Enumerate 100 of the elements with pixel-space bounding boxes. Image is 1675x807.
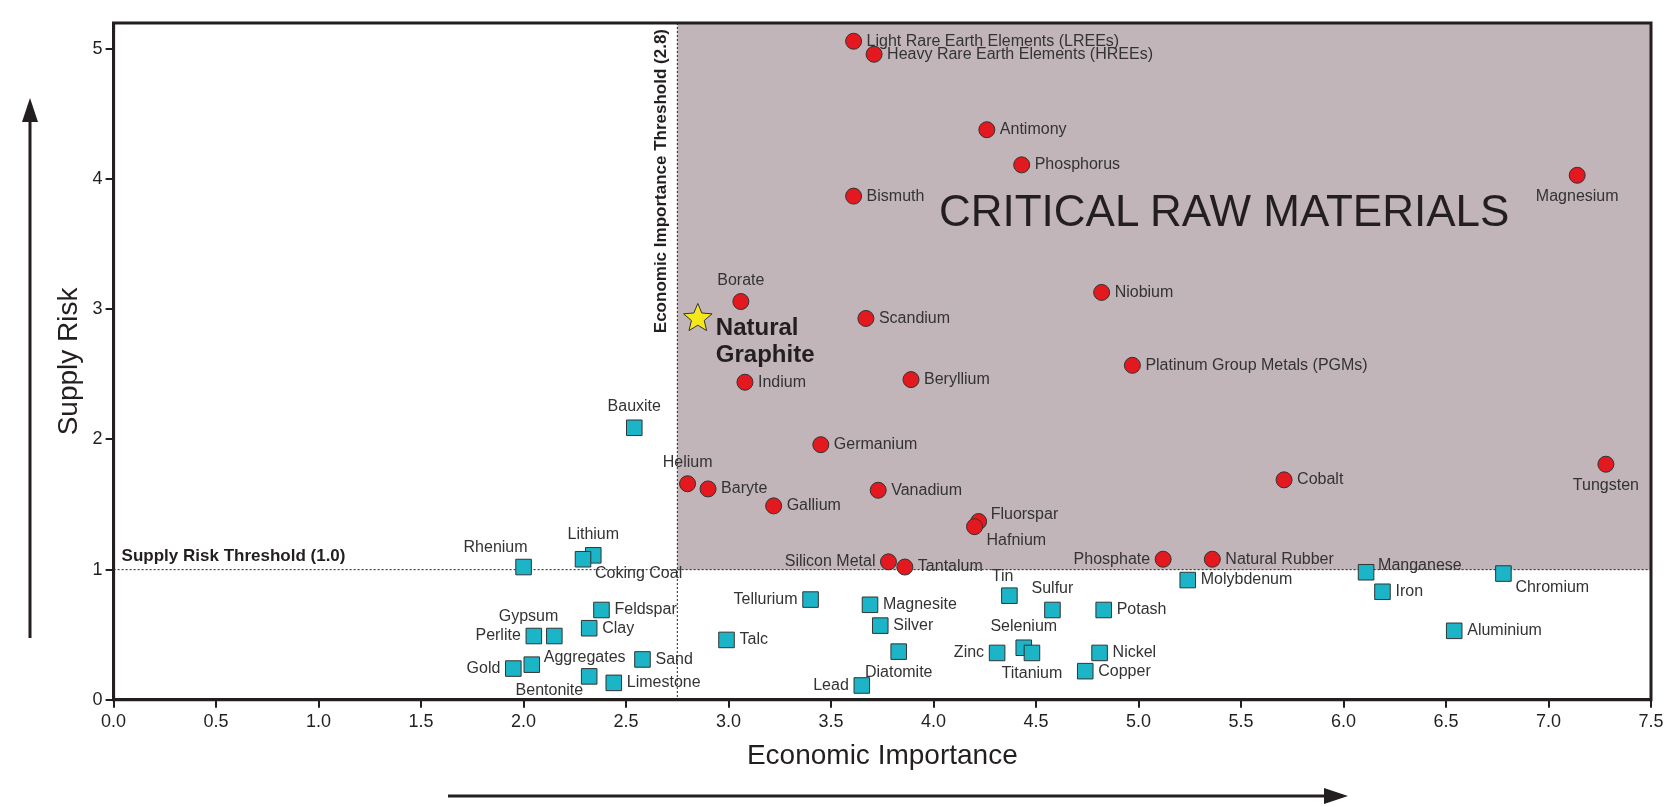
point bbox=[1597, 455, 1615, 473]
data-label: Sulfur bbox=[1031, 579, 1075, 597]
data-label: Silicon Metal bbox=[784, 552, 876, 570]
point bbox=[765, 497, 783, 515]
data-label: Helium bbox=[662, 453, 713, 471]
data-label: Lithium bbox=[567, 524, 620, 542]
point bbox=[845, 32, 863, 50]
x-tick-label: 3.5 bbox=[818, 710, 844, 731]
data-label: Silver bbox=[893, 616, 934, 634]
data-label: Feldspar bbox=[614, 600, 678, 618]
x-tick-label: 6.0 bbox=[1331, 710, 1357, 731]
y-tick-label: 1 bbox=[92, 558, 103, 579]
x-tick-label: 5.0 bbox=[1126, 710, 1152, 731]
point bbox=[845, 187, 863, 205]
data-label: Scandium bbox=[878, 308, 951, 326]
x-tick-label: 2.0 bbox=[511, 710, 537, 731]
data-label: Bauxite bbox=[607, 397, 662, 415]
point bbox=[626, 419, 643, 437]
data-label: Talc bbox=[739, 630, 768, 648]
point bbox=[1568, 166, 1586, 184]
data-label: Baryte bbox=[721, 479, 768, 497]
point bbox=[718, 631, 735, 649]
point bbox=[890, 643, 907, 660]
point bbox=[1445, 622, 1463, 640]
data-label: Rhenium bbox=[463, 538, 528, 556]
point bbox=[1154, 550, 1172, 568]
point bbox=[1374, 583, 1391, 601]
x-tick-label: 6.5 bbox=[1433, 710, 1459, 731]
x-tick-label: 0.0 bbox=[101, 710, 127, 731]
point bbox=[605, 674, 623, 692]
data-label: Sand bbox=[655, 649, 693, 667]
point bbox=[869, 481, 887, 499]
data-label: Tellurium bbox=[733, 589, 798, 607]
point bbox=[896, 558, 914, 576]
point bbox=[1023, 644, 1041, 662]
x-tick-label: 0.5 bbox=[203, 710, 229, 731]
x-tick-label: 5.5 bbox=[1228, 710, 1254, 731]
data-label: Molybdenum bbox=[1200, 570, 1293, 588]
x-tick-label: 2.5 bbox=[613, 710, 639, 731]
point bbox=[523, 656, 541, 673]
point bbox=[580, 619, 598, 637]
data-label: Platinum Group Metals (PGMs) bbox=[1145, 355, 1368, 373]
point bbox=[1013, 156, 1031, 174]
x-tick-label: 3.0 bbox=[716, 710, 742, 731]
point bbox=[634, 651, 651, 668]
point bbox=[1093, 283, 1111, 301]
data-label: Clay bbox=[602, 618, 635, 636]
point bbox=[505, 660, 522, 677]
y-tick-label: 0 bbox=[92, 688, 103, 709]
point bbox=[1275, 471, 1293, 489]
data-label: Titanium bbox=[1001, 664, 1063, 682]
point bbox=[1203, 550, 1221, 568]
data-label: Perlite bbox=[475, 626, 521, 644]
point bbox=[546, 627, 563, 645]
data-label: Aggregates bbox=[543, 648, 626, 666]
data-label: Tantalum bbox=[917, 557, 983, 575]
point bbox=[1044, 601, 1061, 619]
data-label: Zinc bbox=[953, 643, 985, 661]
point bbox=[861, 596, 879, 614]
y-tick-label: 5 bbox=[92, 38, 103, 58]
point bbox=[699, 480, 717, 498]
data-label: Cobalt bbox=[1297, 470, 1344, 488]
data-label: Chromium bbox=[1515, 577, 1590, 595]
point bbox=[1095, 601, 1112, 619]
point bbox=[1357, 563, 1375, 581]
data-label: Gallium bbox=[786, 496, 841, 514]
data-label: Bentonite bbox=[515, 680, 584, 698]
data-label: Tungsten bbox=[1572, 475, 1639, 493]
y-tick-label: 4 bbox=[92, 168, 103, 189]
point bbox=[574, 550, 592, 568]
point bbox=[732, 293, 750, 311]
data-label: Germanium bbox=[833, 435, 918, 453]
x-tick-label: 7.5 bbox=[1638, 710, 1664, 731]
data-label: Niobium bbox=[1114, 282, 1174, 300]
point bbox=[525, 627, 543, 645]
point bbox=[683, 302, 713, 332]
data-label: Vanadium bbox=[891, 480, 963, 498]
data-label: Hafnium bbox=[986, 531, 1047, 549]
x-tick-label: 7.0 bbox=[1535, 710, 1562, 731]
data-label: Indium bbox=[757, 372, 806, 390]
data-label: Fluorspar bbox=[990, 504, 1059, 522]
data-label: Tin bbox=[991, 567, 1014, 585]
point bbox=[857, 309, 875, 327]
y-axis-title: Supply Risk bbox=[51, 286, 83, 436]
x-tick-label: 4.5 bbox=[1023, 710, 1049, 731]
x-tick-label: 4.0 bbox=[921, 710, 947, 731]
point bbox=[1179, 571, 1197, 589]
data-label: Natural Rubber bbox=[1225, 549, 1335, 567]
point bbox=[902, 371, 920, 389]
point bbox=[988, 644, 1006, 662]
y-tick-label: 3 bbox=[92, 298, 103, 319]
band-label: CRITICAL RAW MATERIALS bbox=[938, 186, 1510, 236]
y-tick-label: 2 bbox=[92, 428, 103, 449]
data-label: Gypsum bbox=[498, 607, 559, 625]
ref-line-label: Economic Importance Threshold (2.8) bbox=[650, 29, 670, 334]
x-tick-label: 1.5 bbox=[408, 710, 434, 731]
data-label: Antimony bbox=[999, 120, 1067, 138]
data-label: Potash bbox=[1116, 600, 1167, 618]
data-label: Limestone bbox=[626, 673, 701, 691]
data-label: Beryllium bbox=[924, 370, 990, 388]
